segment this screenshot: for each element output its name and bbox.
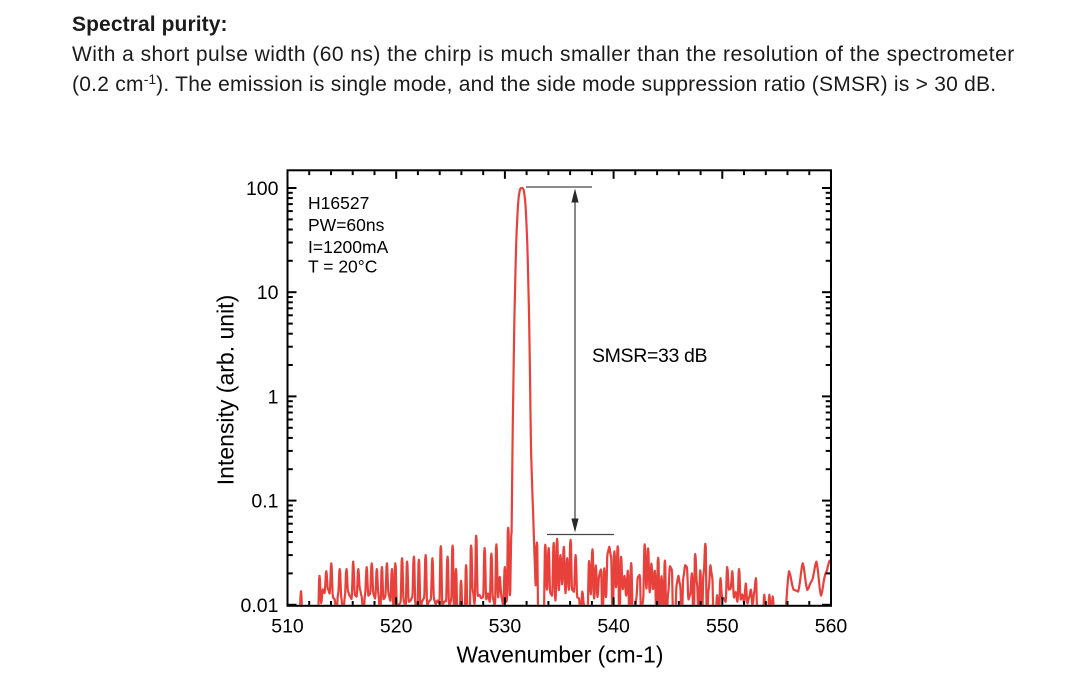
svg-text:10: 10: [257, 282, 279, 304]
svg-text:SMSR=33 dB: SMSR=33 dB: [592, 345, 707, 367]
svg-text:540: 540: [597, 616, 630, 638]
svg-text:510: 510: [271, 616, 304, 638]
svg-text:0.1: 0.1: [251, 491, 278, 513]
svg-text:560: 560: [815, 616, 848, 638]
svg-text:Intensity (arb. unit): Intensity (arb. unit): [213, 295, 239, 485]
svg-text:0.01: 0.01: [241, 595, 279, 617]
svg-text:530: 530: [489, 616, 522, 638]
svg-text:PW=60ns: PW=60ns: [308, 215, 385, 235]
svg-text:H16527: H16527: [308, 193, 369, 213]
svg-text:1: 1: [268, 386, 279, 408]
svg-text:100: 100: [246, 178, 279, 200]
svg-text:550: 550: [706, 616, 739, 638]
svg-text:Wavenumber (cm-1): Wavenumber (cm-1): [457, 642, 664, 668]
svg-text:520: 520: [380, 616, 413, 638]
svg-text:T = 20°C: T = 20°C: [308, 257, 377, 277]
svg-text:I=1200mA: I=1200mA: [308, 237, 389, 257]
